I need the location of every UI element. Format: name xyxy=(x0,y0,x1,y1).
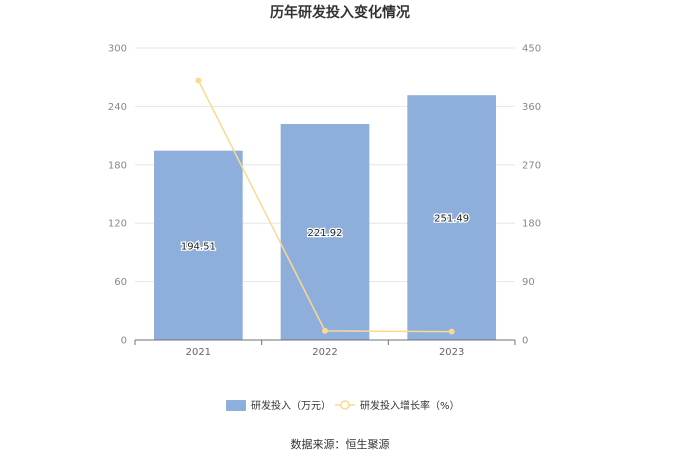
data-labels: 194.51 221.92 251.49 xyxy=(180,212,471,253)
x-tick-label: 2021 xyxy=(186,347,211,358)
legend: 研发投入（万元） 研发投入增长率（%） xyxy=(226,399,460,412)
y-left-tick-label: 120 xyxy=(108,219,127,230)
y-right-tick-label: 90 xyxy=(522,277,535,288)
data-source-note: 数据来源：恒生聚源 xyxy=(290,438,390,451)
y-right-tick-label: 0 xyxy=(522,336,528,347)
bar-data-label: 221.92 xyxy=(308,228,343,239)
growth-rate-point xyxy=(195,77,202,84)
axes: 0 60 120 180 240 300 0 90 180 270 360 450 2021 2022 20… xyxy=(108,44,541,359)
y-left-tick-label: 180 xyxy=(108,160,127,171)
y-left-tick-label: 300 xyxy=(108,44,127,55)
x-tick-label: 2022 xyxy=(312,347,337,358)
bar xyxy=(280,123,370,340)
line-series xyxy=(195,77,455,335)
bar-series xyxy=(154,95,496,340)
bar-data-label: 251.49 xyxy=(434,214,469,225)
growth-rate-point xyxy=(448,328,455,335)
chart-title: 历年研发投入变化情况 xyxy=(270,5,410,21)
growth-rate-point xyxy=(322,327,328,334)
y-right-tick-label: 180 xyxy=(522,219,541,230)
bar xyxy=(154,150,243,340)
legend-bar-swatch xyxy=(226,400,246,411)
legend-line-label: 研发投入增长率（%） xyxy=(360,399,460,412)
y-right-tick-label: 450 xyxy=(522,44,541,55)
y-right-tick-label: 270 xyxy=(522,160,541,171)
legend-bar-label: 研发投入（万元） xyxy=(251,399,331,412)
y-left-tick-label: 0 xyxy=(121,336,127,347)
x-tick-label: 2023 xyxy=(439,347,464,358)
bar-data-label: 194.51 xyxy=(181,241,216,252)
y-left-tick-label: 60 xyxy=(114,277,127,288)
bar xyxy=(407,95,496,340)
legend-line-marker xyxy=(340,400,350,410)
y-right-tick-label: 360 xyxy=(522,102,541,113)
y-left-tick-label: 240 xyxy=(108,102,127,113)
